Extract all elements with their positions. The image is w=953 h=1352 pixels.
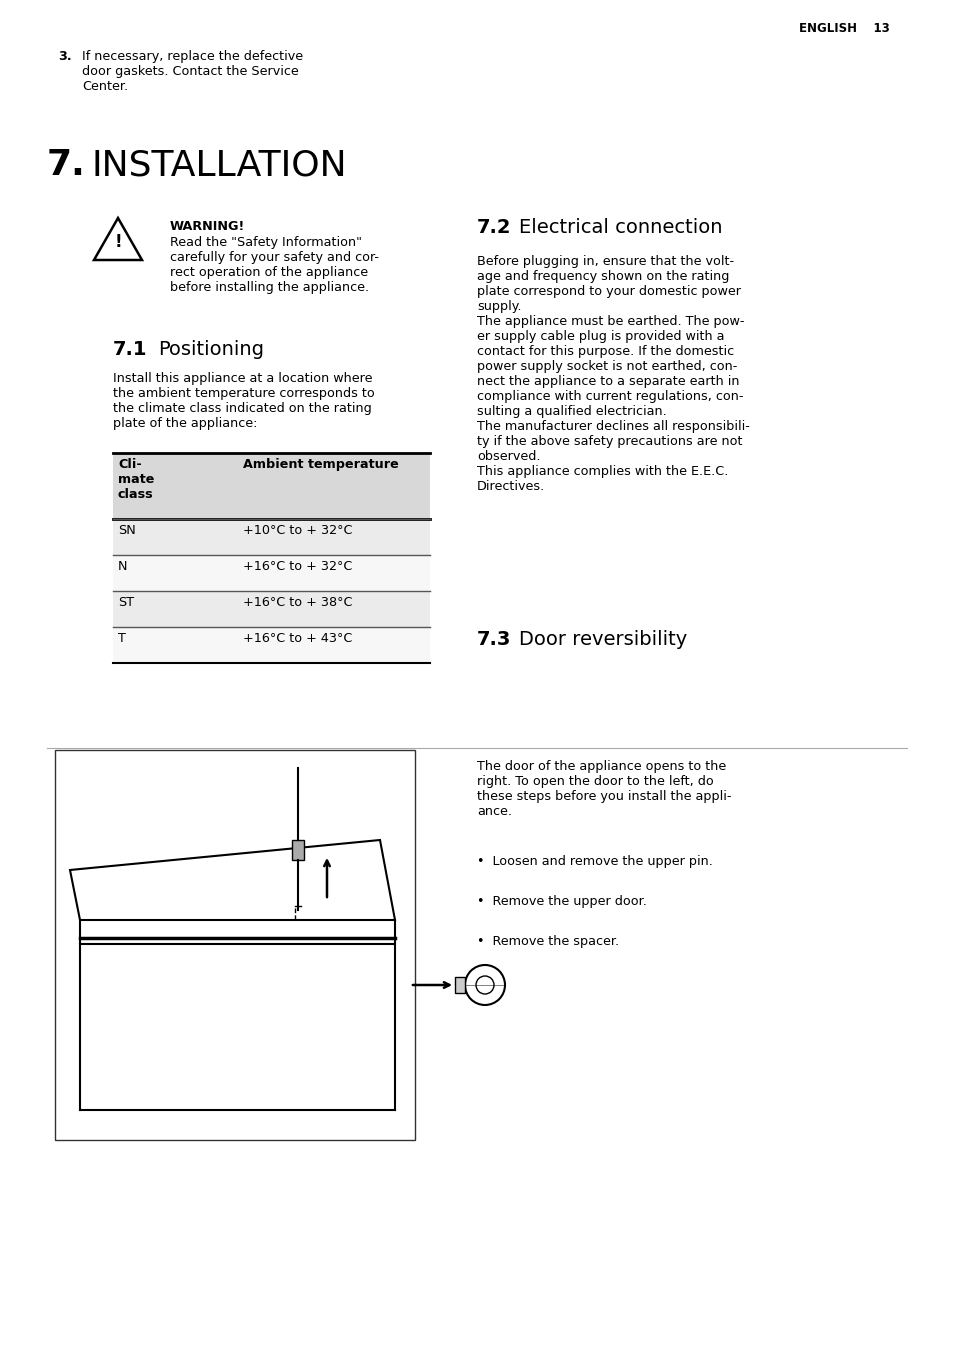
Text: 7.1: 7.1 [112, 339, 148, 360]
Text: ST: ST [118, 596, 134, 608]
Text: Cli-
mate
class: Cli- mate class [118, 458, 154, 502]
Bar [455, 977, 464, 992]
Bar [112, 591, 430, 627]
Text: T: T [118, 631, 126, 645]
Bar [112, 556, 430, 591]
Text: Read the "Safety Information"
carefully for your safety and cor-
rect operation : Read the "Safety Information" carefully … [170, 237, 378, 293]
Text: +16°C to + 43°C: +16°C to + 43°C [243, 631, 352, 645]
Text: The door of the appliance opens to the
right. To open the door to the left, do
t: The door of the appliance opens to the r… [476, 760, 731, 818]
Text: WARNING!: WARNING! [170, 220, 245, 233]
Text: Positioning: Positioning [158, 339, 264, 360]
Text: SN: SN [118, 525, 135, 537]
Text: 7.2: 7.2 [476, 218, 511, 237]
Text: INSTALLATION: INSTALLATION [91, 147, 347, 183]
Text: N: N [118, 560, 128, 573]
Text: 7.3: 7.3 [476, 630, 511, 649]
Text: Electrical connection: Electrical connection [518, 218, 721, 237]
Text: ENGLISH    13: ENGLISH 13 [799, 22, 889, 35]
Text: +10°C to + 32°C: +10°C to + 32°C [243, 525, 352, 537]
Text: Door reversibility: Door reversibility [518, 630, 686, 649]
Text: •  Loosen and remove the upper pin.: • Loosen and remove the upper pin. [476, 854, 712, 868]
Text: •  Remove the spacer.: • Remove the spacer. [476, 936, 618, 948]
Bar [55, 750, 415, 1140]
Bar [292, 840, 304, 860]
Text: Before plugging in, ensure that the volt-
age and frequency shown on the rating
: Before plugging in, ensure that the volt… [476, 256, 749, 493]
Text: !: ! [114, 234, 122, 251]
Bar [112, 519, 430, 556]
Text: •  Remove the upper door.: • Remove the upper door. [476, 895, 646, 909]
Text: 7.: 7. [47, 147, 86, 183]
Text: Install this appliance at a location where
the ambient temperature corresponds t: Install this appliance at a location whe… [112, 372, 375, 430]
Bar [112, 627, 430, 662]
Text: Ambient temperature: Ambient temperature [243, 458, 398, 470]
Circle shape [464, 965, 504, 1005]
Circle shape [476, 976, 494, 994]
Text: 3.: 3. [58, 50, 71, 64]
Bar [112, 453, 430, 519]
Text: +16°C to + 32°C: +16°C to + 32°C [243, 560, 352, 573]
Text: +16°C to + 38°C: +16°C to + 38°C [243, 596, 352, 608]
Text: If necessary, replace the defective
door gaskets. Contact the Service
Center.: If necessary, replace the defective door… [82, 50, 303, 93]
